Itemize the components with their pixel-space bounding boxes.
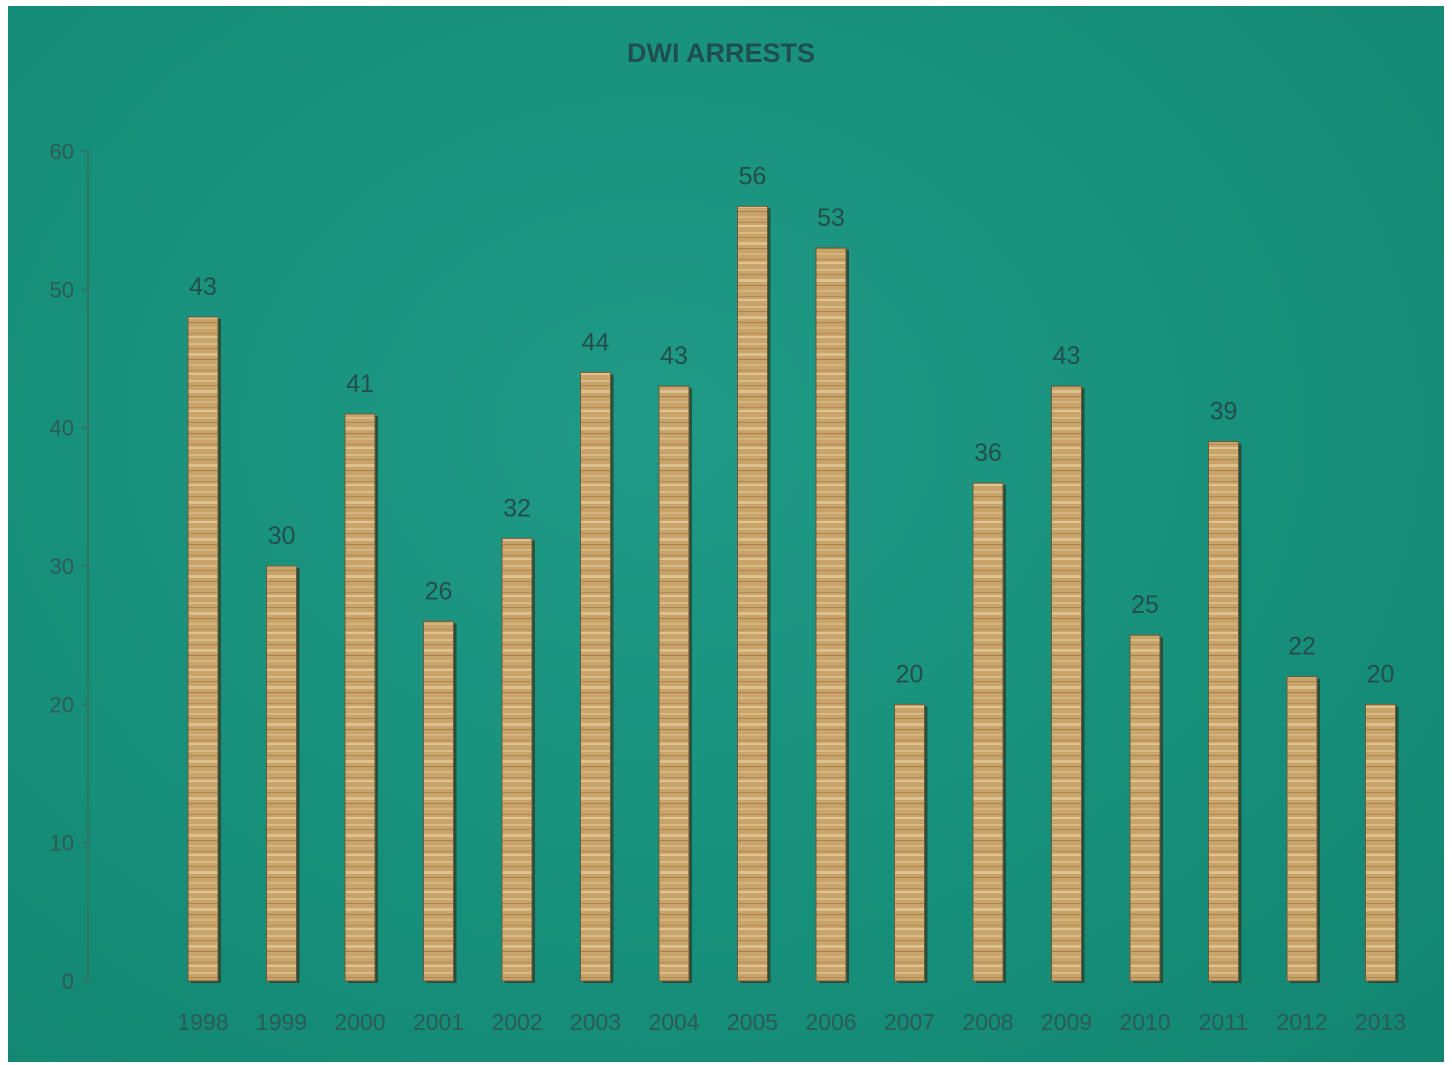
data-label: 43: [660, 342, 688, 370]
x-tick-label: 2004: [648, 1009, 699, 1035]
data-label: 26: [425, 577, 453, 605]
bar: [344, 413, 376, 982]
x-tick-label: 2007: [884, 1009, 935, 1035]
x-tick-label: 1999: [256, 1009, 307, 1035]
x-tick-label: 2002: [491, 1009, 542, 1035]
data-label: 44: [582, 328, 610, 356]
x-tick-label: 2005: [727, 1009, 778, 1035]
data-label: 25: [1131, 591, 1159, 619]
x-tick-label: 2006: [805, 1009, 856, 1035]
bars: [187, 205, 1399, 984]
bar: [972, 482, 1004, 982]
data-label: 22: [1288, 633, 1316, 661]
bar: [423, 620, 454, 982]
bar: [894, 703, 925, 982]
y-tick-label: 20: [50, 692, 74, 717]
bar: [1129, 634, 1161, 982]
x-tick-label: 2010: [1119, 1009, 1170, 1035]
bar: [1365, 703, 1396, 982]
chart-panel: DWI ARRESTS 0 10 20 30 40 50 60 43 1998 30 1999 41…: [8, 6, 1444, 1062]
data-label: 30: [268, 522, 296, 550]
x-tick-label: 2009: [1041, 1009, 1092, 1035]
bar: [187, 316, 219, 982]
data-label: 53: [817, 204, 845, 232]
chart-title: DWI ARRESTS: [627, 38, 815, 68]
data-label: 56: [739, 162, 767, 190]
bar: [1208, 441, 1239, 982]
bar: [501, 537, 533, 982]
bar: [266, 565, 297, 982]
x-tick-label: 2011: [1199, 1009, 1248, 1035]
x-tick-label: 2001: [413, 1009, 464, 1035]
data-label: 43: [1053, 342, 1081, 370]
bar: [580, 371, 611, 982]
x-tick-label: 2003: [570, 1009, 621, 1035]
bar: [658, 385, 690, 982]
data-label: 41: [346, 370, 374, 398]
x-tick-label: 2000: [334, 1009, 385, 1035]
y-tick-label: 30: [50, 554, 74, 579]
x-tick-label: 2013: [1355, 1009, 1406, 1035]
bar-chart: DWI ARRESTS 0 10 20 30 40 50 60 43 1998 30 1999 41…: [50, 38, 1407, 1035]
data-label: 32: [503, 494, 531, 522]
data-label: 20: [896, 660, 924, 688]
x-tick-label: 2012: [1276, 1009, 1327, 1035]
data-label: 20: [1367, 660, 1395, 688]
data-label: 39: [1210, 398, 1238, 426]
axes: 0 10 20 30 40 50 60: [50, 139, 89, 994]
data-label: 43: [189, 273, 217, 301]
y-tick-label: 40: [50, 416, 74, 441]
y-tick-label: 60: [50, 139, 74, 164]
bar: [737, 205, 768, 982]
bar: [815, 247, 847, 982]
y-tick-label: 50: [50, 277, 74, 302]
y-tick-label: 10: [50, 831, 74, 856]
labels: 43 1998 30 1999 41 2000 26 2001 32 2002 44 2003 43 20…: [177, 162, 1406, 1035]
bar: [1051, 385, 1082, 982]
bar: [1286, 676, 1318, 982]
data-label: 36: [974, 439, 1002, 467]
y-tick-label: 0: [62, 969, 74, 994]
x-tick-label: 1998: [177, 1009, 228, 1035]
x-tick-label: 2008: [962, 1009, 1013, 1035]
